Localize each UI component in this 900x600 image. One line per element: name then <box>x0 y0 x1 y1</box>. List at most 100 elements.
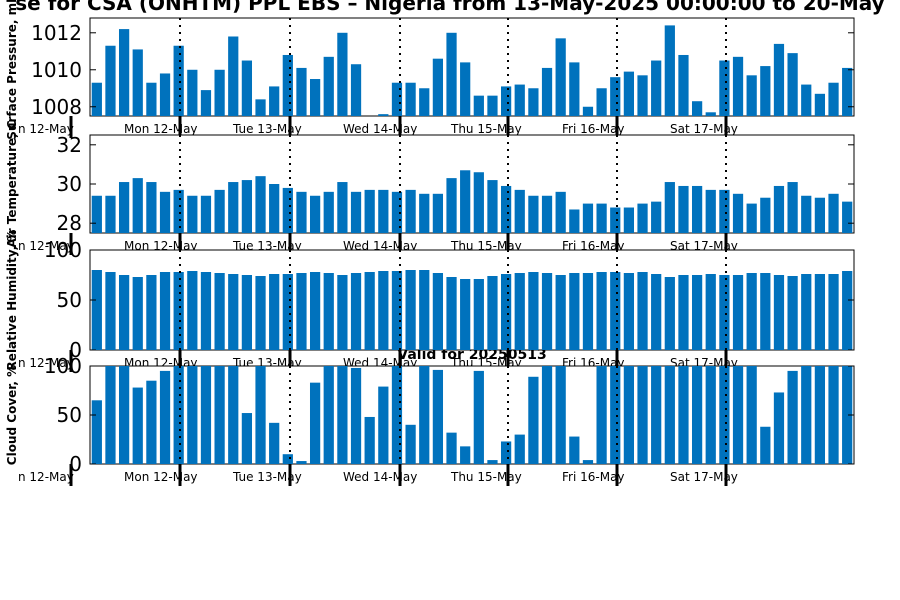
bar <box>732 193 744 233</box>
bar <box>255 99 266 116</box>
bar <box>487 460 498 464</box>
x-tick-label: Tue 13-May <box>232 122 302 136</box>
bar <box>842 271 853 350</box>
bar <box>282 187 293 233</box>
bar <box>146 380 157 464</box>
bar <box>91 195 102 233</box>
bar <box>269 422 280 464</box>
bar <box>828 366 839 464</box>
bar <box>91 270 102 350</box>
bar <box>296 67 307 116</box>
x-tick-label: Mon 12-May <box>124 470 198 484</box>
bar <box>596 366 607 464</box>
bar <box>541 366 553 464</box>
bar <box>569 209 580 233</box>
bar <box>705 366 716 464</box>
bar <box>200 195 212 233</box>
bar <box>732 56 744 116</box>
bar <box>623 366 635 464</box>
bar <box>105 366 116 464</box>
bar <box>173 272 184 350</box>
bar <box>200 366 212 464</box>
bar <box>146 275 157 350</box>
bar <box>419 193 430 233</box>
bar <box>637 75 648 116</box>
bar <box>132 49 143 116</box>
bar <box>473 95 484 116</box>
bar <box>214 273 225 350</box>
x-tick-label: Fri 16-May <box>562 470 625 484</box>
bar <box>132 387 143 464</box>
bar <box>651 274 662 350</box>
bar <box>691 366 703 464</box>
bar <box>378 386 389 464</box>
bar <box>446 32 457 116</box>
bar <box>187 366 198 464</box>
bar <box>105 195 116 233</box>
x-tick-label: n 12-May <box>18 470 74 484</box>
bar <box>541 195 553 233</box>
bar <box>309 382 321 464</box>
x-tick-label: Wed 14-May <box>343 122 417 136</box>
x-tick-label: Wed 14-May <box>343 470 417 484</box>
bar <box>760 197 771 233</box>
bar <box>269 86 280 116</box>
bar <box>487 276 498 350</box>
x-tick-label: Sat 17-May <box>670 470 738 484</box>
bar <box>773 185 785 233</box>
bar <box>309 79 321 116</box>
bar <box>309 272 321 350</box>
bar <box>719 275 730 350</box>
bar <box>173 45 184 116</box>
y-axis-label: Relative Humidity, % <box>5 230 19 371</box>
y-tick-label: 1008 <box>31 95 82 119</box>
bar <box>405 270 416 350</box>
bar <box>596 203 607 233</box>
bar <box>500 185 512 233</box>
y-tick-label: 100 <box>44 238 82 262</box>
bar <box>773 43 785 116</box>
bar <box>118 182 130 233</box>
bar <box>118 275 130 350</box>
y-tick-label: 0 <box>69 452 82 476</box>
bar <box>760 426 771 464</box>
bar <box>596 272 607 350</box>
bar <box>446 178 457 233</box>
bar <box>528 88 539 116</box>
bar <box>610 366 621 464</box>
y-tick-label: 0 <box>69 338 82 362</box>
bar <box>241 180 253 233</box>
bar <box>814 197 826 233</box>
bar <box>842 366 853 464</box>
bar <box>664 182 675 233</box>
x-tick-label: n 12-May <box>18 356 74 370</box>
bar <box>323 366 334 464</box>
bar <box>814 93 826 116</box>
x-tick-label: Tue 13-May <box>232 470 302 484</box>
bar <box>214 189 225 233</box>
bar <box>214 69 225 116</box>
bar <box>391 191 403 233</box>
bar <box>269 274 280 350</box>
bar <box>323 56 334 116</box>
bar <box>705 189 716 233</box>
bar <box>296 191 307 233</box>
bar <box>610 77 621 116</box>
bar <box>623 71 635 116</box>
bar <box>787 182 798 233</box>
bar <box>419 270 430 350</box>
bar <box>514 273 525 350</box>
bar <box>132 178 143 233</box>
bar <box>814 274 826 350</box>
bar <box>746 273 757 350</box>
bar <box>282 454 293 464</box>
bar <box>309 195 321 233</box>
bar <box>159 191 171 233</box>
bar <box>269 184 280 233</box>
bar <box>460 279 471 350</box>
bar <box>760 66 771 116</box>
bar <box>432 58 444 116</box>
bar <box>528 195 539 233</box>
bar <box>282 274 293 350</box>
